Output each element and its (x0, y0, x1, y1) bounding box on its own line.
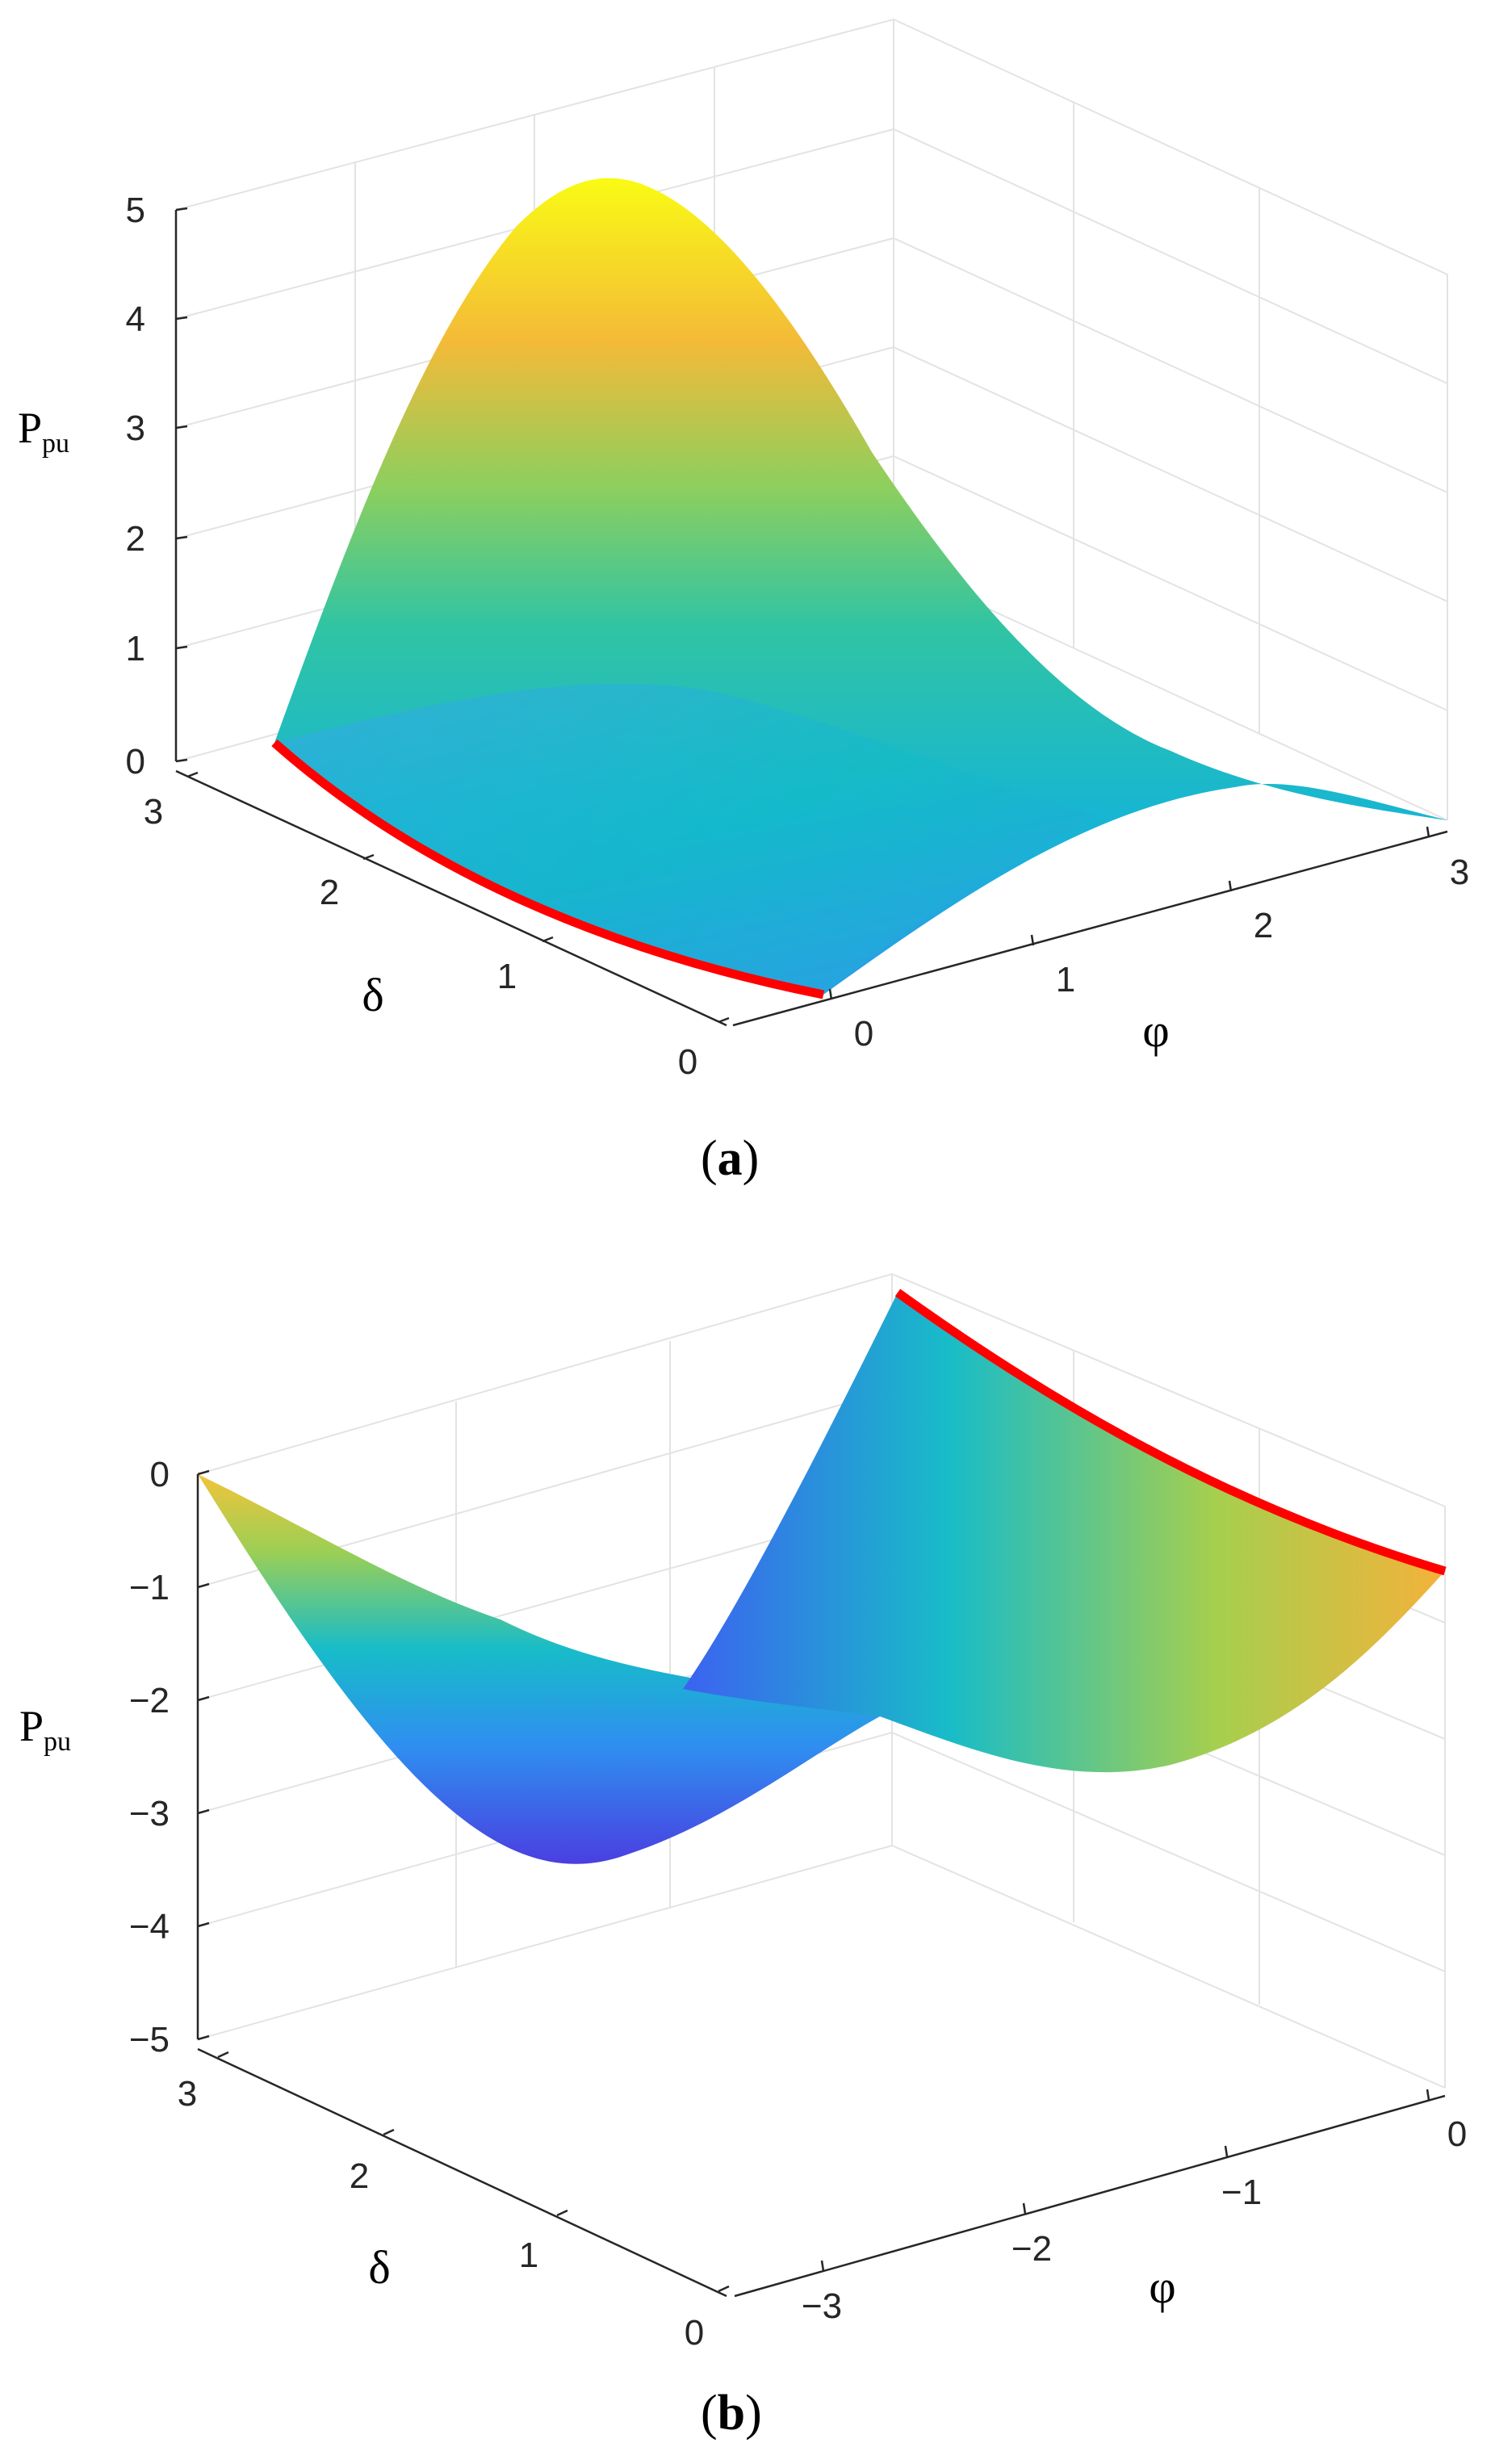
axes-a (174, 210, 1448, 1027)
x-tick-b-3: 0 (1447, 2114, 1467, 2154)
panel-a: 0 1 2 3 4 5 0 1 2 3 0 1 2 3 Ppu δ φ (a) (18, 18, 1469, 1186)
x-tick-b-0: −3 (802, 2286, 842, 2326)
z-label-b: Ppu (19, 1702, 71, 1757)
y-tick-a-0: 0 (678, 1042, 697, 1082)
x-tick-a-1: 1 (1056, 960, 1075, 999)
y-label-a: δ (362, 969, 383, 1021)
x-tick-a-0: 0 (854, 1014, 873, 1054)
z-tick-b-4: −1 (129, 1568, 170, 1607)
caption-b: (b) (701, 2386, 762, 2441)
z-tick-a-0: 0 (126, 742, 145, 782)
y-tick-b-2: 2 (350, 2156, 369, 2196)
y-tick-b-3: 3 (178, 2074, 197, 2114)
z-tick-b-5: 0 (150, 1455, 170, 1494)
z-tick-a-1: 1 (126, 629, 145, 668)
surface-a-front-shade (274, 683, 1098, 995)
surface-b-right (683, 1293, 1445, 1773)
x-tick-a-3: 3 (1450, 853, 1469, 892)
x-tick-a-2: 2 (1254, 906, 1273, 945)
x-label-a: φ (1142, 1004, 1169, 1057)
z-tick-b-3: −2 (129, 1681, 170, 1720)
z-tick-a-2: 2 (126, 519, 145, 559)
z-tick-b-1: −4 (129, 1907, 170, 1946)
y-tick-b-1: 1 (519, 2236, 538, 2275)
z-tick-b-0: −5 (129, 2020, 170, 2060)
axes-b (196, 1474, 1446, 2298)
surface-plot-a: 0 1 2 3 4 5 0 1 2 3 0 1 2 3 Ppu δ φ (18, 18, 1469, 1082)
surface-b-left (198, 1474, 880, 1864)
x-label-b: φ (1149, 2261, 1175, 2313)
caption-a: (a) (701, 1131, 760, 1186)
z-tick-a-3: 3 (126, 409, 145, 448)
z-label-a: Ppu (18, 404, 69, 459)
x-tick-b-1: −2 (1011, 2229, 1052, 2269)
x-tick-b-2: −1 (1221, 2173, 1262, 2212)
y-tick-b-0: 0 (685, 2313, 704, 2353)
y-tick-a-2: 2 (320, 873, 339, 912)
highlight-curve-b (894, 1289, 1447, 1576)
y-label-b: δ (368, 2241, 390, 2294)
surface-plot-b: −5 −4 −3 −2 −1 0 0 1 2 3 −3 −2 −1 0 Ppu … (19, 1272, 1467, 2353)
z-tick-b-2: −3 (129, 1794, 170, 1833)
highlight-curve-a (271, 739, 825, 999)
panel-b: −5 −4 −3 −2 −1 0 0 1 2 3 −3 −2 −1 0 Ppu … (0, 1232, 1491, 2464)
y-tick-a-1: 1 (497, 957, 517, 996)
z-tick-a-4: 4 (126, 300, 145, 339)
z-tick-a-5: 5 (126, 191, 145, 230)
y-tick-a-3: 3 (144, 792, 163, 832)
